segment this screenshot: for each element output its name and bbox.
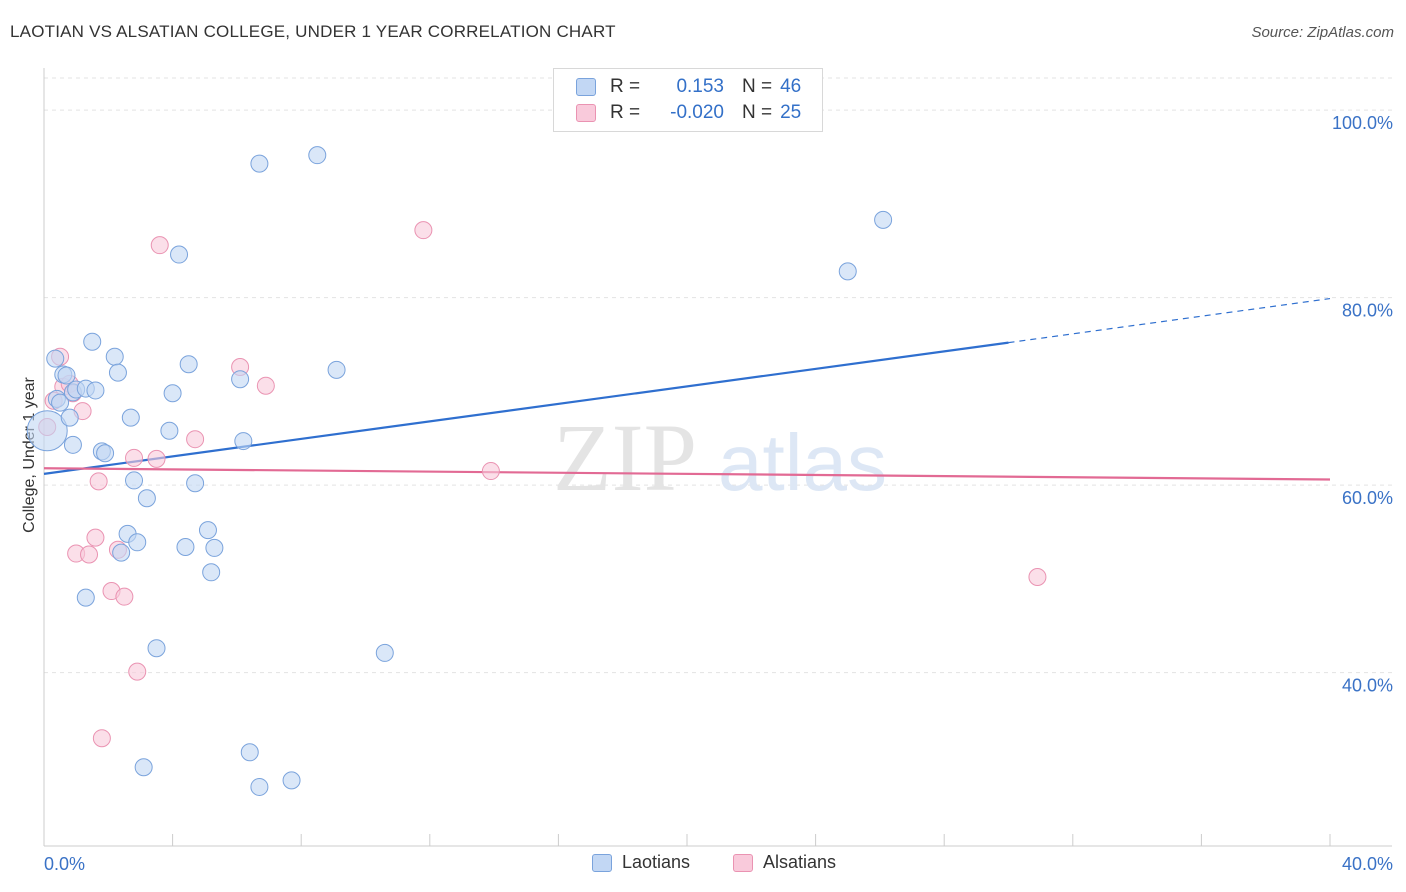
trend-lines: [43, 297, 1331, 481]
y-tick-label-40: 40.0%: [1342, 676, 1393, 696]
laotians-point[interactable]: [51, 393, 70, 412]
x-axis-ticks: [43, 834, 1331, 846]
alsatians-point[interactable]: [256, 376, 275, 395]
laotians-point[interactable]: [57, 366, 76, 385]
laotians-point[interactable]: [198, 521, 217, 540]
alsatians-point[interactable]: [1028, 567, 1047, 586]
laotians-n-label: N =: [742, 76, 773, 97]
laotians-point[interactable]: [250, 154, 269, 173]
alsatians-point[interactable]: [86, 528, 105, 547]
data-points: [26, 146, 1047, 796]
laotians-point[interactable]: [26, 410, 68, 452]
legend-item-laotians[interactable]: Laotians: [592, 852, 690, 873]
laotians-point[interactable]: [202, 563, 221, 582]
laotians-point[interactable]: [63, 435, 82, 454]
alsatians-point[interactable]: [92, 729, 111, 748]
laotians-point[interactable]: [250, 777, 269, 796]
laotians-point[interactable]: [121, 408, 140, 427]
alsatians-point[interactable]: [125, 448, 144, 467]
alsatians-r-label: R =: [610, 102, 641, 123]
laotians-point[interactable]: [375, 643, 394, 662]
stats-box: R = 0.153 N = 46 R = -0.020 N = 25: [553, 68, 823, 132]
laotians-point[interactable]: [46, 349, 65, 368]
legend-laotians-swatch: [592, 853, 612, 872]
laotians-point[interactable]: [231, 370, 250, 389]
chart-title: LAOTIAN VS ALSATIAN COLLEGE, UNDER 1 YEA…: [10, 22, 616, 41]
stats-row-laotians: R = 0.153 N = 46: [576, 74, 801, 100]
laotians-point[interactable]: [96, 444, 115, 463]
watermark-atlas: atlas: [718, 418, 887, 507]
alsatians-point[interactable]: [481, 462, 500, 481]
x-axis-tick-labels: 0.0% 40.0%: [44, 854, 1393, 874]
laotians-point[interactable]: [112, 543, 131, 562]
laotians-swatch: [576, 78, 596, 96]
y-tick-label-80: 80.0%: [1342, 301, 1393, 321]
laotians-point[interactable]: [282, 771, 301, 790]
laotians-point[interactable]: [176, 537, 195, 556]
axes: [43, 68, 1392, 847]
alsatians-swatch: [576, 104, 596, 122]
laotians-point[interactable]: [147, 639, 166, 658]
laotians-n-value: 46: [780, 76, 802, 97]
y-axis-tick-labels: 40.0% 60.0% 80.0% 100.0%: [1332, 113, 1393, 695]
legend-alsatians-label: Alsatians: [763, 852, 837, 872]
alsatians-point[interactable]: [128, 662, 147, 681]
laotians-point[interactable]: [105, 347, 124, 366]
laotians-point[interactable]: [186, 474, 205, 493]
laotians-point[interactable]: [83, 332, 102, 351]
laotians-point[interactable]: [76, 588, 95, 607]
laotians-point[interactable]: [137, 489, 156, 508]
alsatians-n-value: 25: [780, 102, 802, 123]
alsatians-trend-line: [43, 467, 1331, 481]
legend-item-alsatians[interactable]: Alsatians: [733, 852, 836, 873]
laotians-point[interactable]: [179, 355, 198, 374]
alsatians-point[interactable]: [150, 236, 169, 255]
laotians-point[interactable]: [838, 262, 857, 281]
alsatians-point[interactable]: [115, 587, 134, 606]
laotians-point[interactable]: [308, 146, 327, 165]
laotians-point[interactable]: [134, 758, 153, 777]
laotians-trend-line: [43, 341, 1009, 475]
laotians-point[interactable]: [170, 245, 189, 264]
laotians-point[interactable]: [160, 421, 179, 440]
stats-row-alsatians: R = -0.020 N = 25: [576, 100, 801, 126]
laotians-point[interactable]: [874, 210, 893, 229]
x-tick-label-max: 40.0%: [1342, 854, 1393, 874]
laotians-trend-extension: [1008, 297, 1331, 344]
laotians-point[interactable]: [108, 363, 127, 382]
legend-laotians-label: Laotians: [622, 852, 691, 872]
alsatians-point[interactable]: [186, 430, 205, 449]
x-tick-label-min: 0.0%: [44, 854, 85, 874]
source-label: Source: ZipAtlas.com: [1251, 24, 1394, 41]
laotians-point[interactable]: [86, 381, 105, 400]
y-tick-label-60: 60.0%: [1342, 488, 1393, 508]
y-tick-label-100: 100.0%: [1332, 113, 1393, 133]
alsatians-point[interactable]: [414, 221, 433, 240]
laotians-point[interactable]: [125, 471, 144, 490]
alsatians-point[interactable]: [80, 545, 99, 564]
legend: Laotians Alsatians: [0, 852, 1406, 876]
alsatians-point[interactable]: [89, 472, 108, 491]
alsatians-r-value: -0.020: [670, 102, 724, 123]
laotians-point[interactable]: [234, 432, 253, 451]
watermark-zip: ZIP: [553, 404, 697, 511]
laotians-point[interactable]: [240, 743, 259, 762]
alsatians-point[interactable]: [147, 449, 166, 468]
laotians-point[interactable]: [327, 360, 346, 379]
laotians-point[interactable]: [163, 384, 182, 403]
laotians-point[interactable]: [128, 533, 147, 552]
laotians-r-value: 0.153: [676, 76, 724, 97]
laotians-r-label: R =: [610, 76, 641, 97]
alsatians-n-label: N =: [742, 102, 773, 123]
legend-alsatians-swatch: [733, 853, 753, 872]
laotians-point[interactable]: [60, 408, 79, 427]
watermark: ZIP atlas: [553, 404, 887, 511]
laotians-point[interactable]: [205, 538, 224, 557]
